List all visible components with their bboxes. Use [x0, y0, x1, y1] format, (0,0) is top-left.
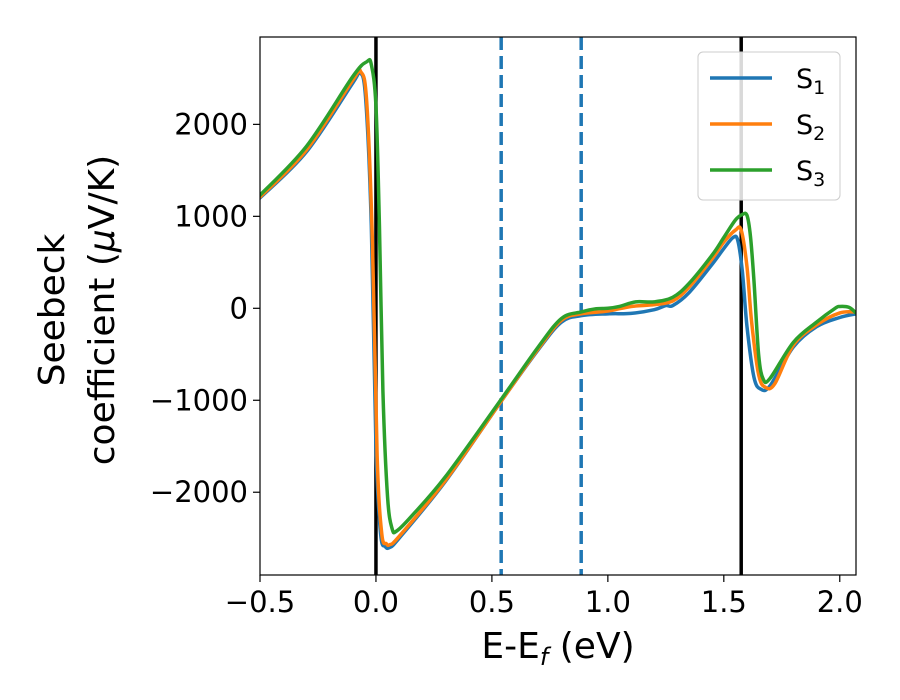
series-lines: [260, 57, 856, 551]
y-axis-label-line1: Seebeck: [32, 233, 73, 386]
legend-label-s2: S2: [796, 110, 825, 145]
y-tick-label: −2000: [150, 475, 248, 509]
x-axis-label-unit: (eV): [548, 626, 634, 667]
x-tick-label: 1.0: [585, 585, 631, 619]
x-axis-ticks: −0.5 0.0 0.5 1.0 1.5 2.0: [225, 575, 863, 619]
y-axis-label-line2: coefficient (μV/K): [82, 155, 123, 465]
x-tick-label: −0.5: [225, 585, 295, 619]
x-tick-label: 0.0: [353, 585, 399, 619]
y-tick-label: 1000: [174, 199, 248, 233]
legend-label-main: S: [796, 64, 813, 95]
series-line-s3: [260, 57, 856, 535]
y-axis-label-suffix: V/K): [82, 155, 123, 229]
x-axis-label-main: E-E: [481, 626, 539, 667]
x-tick-label: 0.5: [469, 585, 515, 619]
legend-label-s1: S1: [796, 64, 825, 99]
legend-box: [697, 51, 841, 201]
legend-label-subscript: 1: [813, 77, 825, 99]
x-tick-label: 1.5: [701, 585, 747, 619]
series-line-s2: [260, 67, 856, 548]
legend-label-subscript: 2: [813, 123, 825, 145]
x-tick-label: 2.0: [817, 585, 863, 619]
plot-frame: [259, 36, 857, 576]
legend-label-subscript: 3: [813, 169, 825, 191]
y-tick-label: 2000: [174, 107, 248, 141]
y-axis-label-mu: μ: [82, 229, 123, 253]
y-axis-ticks: −2000 −1000 0 1000 2000: [150, 107, 260, 509]
y-axis-label-prefix: coefficient (: [82, 252, 123, 465]
y-tick-label: 0: [230, 291, 248, 325]
x-axis-label: E-Ef (eV): [481, 626, 634, 671]
legend-label-s3: S3: [796, 156, 825, 191]
y-tick-label: −1000: [150, 383, 248, 417]
legend-label-main: S: [796, 110, 813, 141]
legend-label-main: S: [796, 156, 813, 187]
